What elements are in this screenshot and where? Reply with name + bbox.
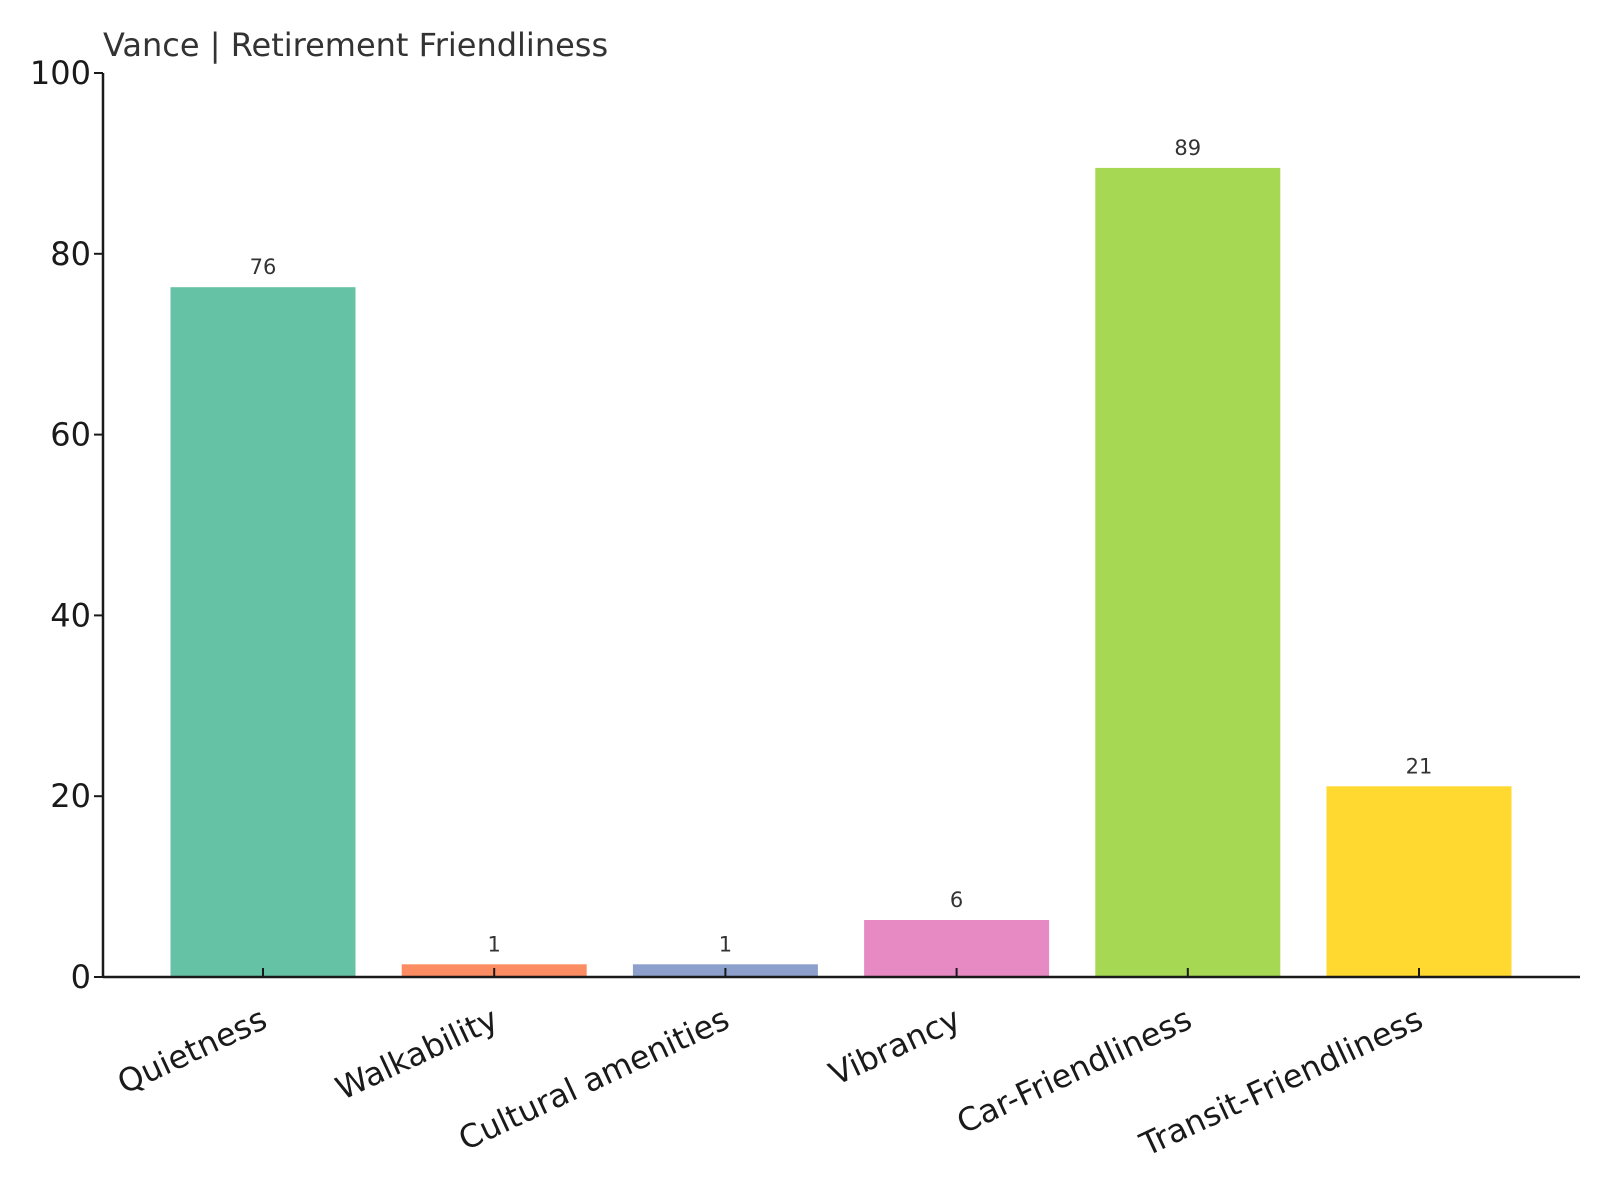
y-axis: 0 20 40 60 80 100 (30, 54, 105, 996)
data-label: 76 (250, 255, 277, 279)
chart-title: Vance | Retirement Friendliness (103, 26, 608, 64)
y-tick-label: 60 (50, 416, 91, 454)
y-tick-label: 80 (50, 235, 91, 273)
x-tick-label: Quietness (112, 1000, 273, 1102)
bar-quietness (170, 287, 356, 977)
x-tick-label: Vibrancy (823, 1000, 966, 1094)
data-label: 89 (1174, 136, 1201, 160)
data-labels-group: 76 1 1 6 89 21 (250, 136, 1433, 956)
bar-vibrancy (864, 920, 1050, 977)
bar-car-friendliness (1095, 167, 1281, 977)
data-label: 1 (719, 932, 732, 956)
data-label: 1 (488, 932, 501, 956)
x-tick-label: Walkability (330, 1000, 504, 1108)
y-tick-label: 0 (71, 958, 91, 996)
data-label: 21 (1406, 754, 1433, 778)
bar-transit-friendliness (1326, 786, 1512, 977)
bars-group (170, 167, 1512, 977)
data-label: 6 (950, 888, 963, 912)
y-tick-label: 100 (30, 54, 91, 92)
y-tick-label: 40 (50, 596, 91, 634)
y-tick-label: 20 (50, 777, 91, 815)
